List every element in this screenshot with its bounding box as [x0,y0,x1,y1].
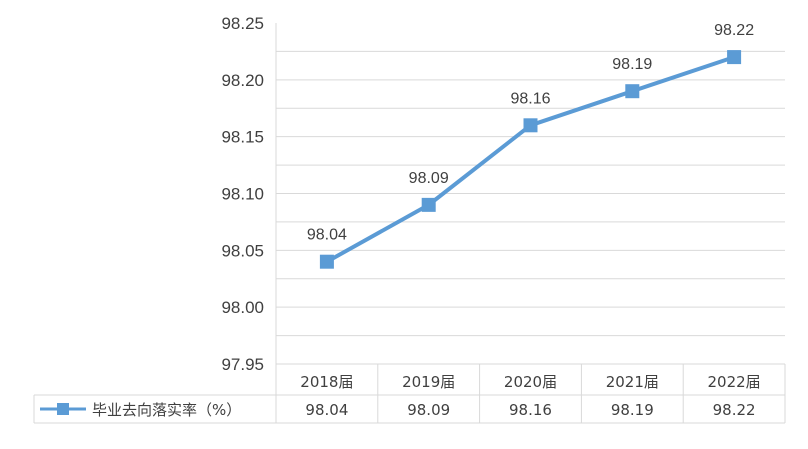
series-line [319,50,742,269]
x-category-label: 2018届 [300,373,353,391]
y-tick-label: 98.20 [221,71,264,90]
x-category-label: 2019届 [402,373,455,391]
data-point [319,254,334,269]
y-tick-label: 98.25 [221,14,264,33]
table-value: 98.04 [305,401,348,419]
x-category-label: 2020届 [504,373,557,391]
y-tick-label: 98.15 [221,128,264,147]
data-labels: 98.04 98.09 98.16 98.19 98.22 [307,22,754,244]
data-point [421,197,436,212]
y-tick-label: 98.05 [221,241,264,260]
y-tick-label: 98.10 [221,185,264,204]
data-label: 98.19 [612,56,652,73]
series-line-path [325,55,735,264]
data-point [625,84,640,99]
y-tick-label: 97.95 [221,355,264,374]
data-label: 98.16 [510,90,550,107]
data-label: 98.04 [307,227,347,244]
gridlines [275,23,785,423]
legend-marker [57,403,69,415]
data-label: 98.22 [714,22,754,39]
series-name: 毕业去向落实率（%） [92,401,241,419]
table-value: 98.19 [611,401,654,419]
y-tick-label: 98.00 [221,298,264,317]
data-label: 98.09 [409,170,449,187]
table-value: 98.09 [407,401,450,419]
table-value: 98.16 [509,401,552,419]
data-point [727,50,742,65]
x-category-label: 2021届 [606,373,659,391]
table-value: 98.22 [713,401,756,419]
x-category-label: 2022届 [708,373,761,391]
data-point [523,118,538,133]
y-axis-tick-labels: 97.95 98.00 98.05 98.10 98.15 98.20 98.25 [221,14,264,374]
